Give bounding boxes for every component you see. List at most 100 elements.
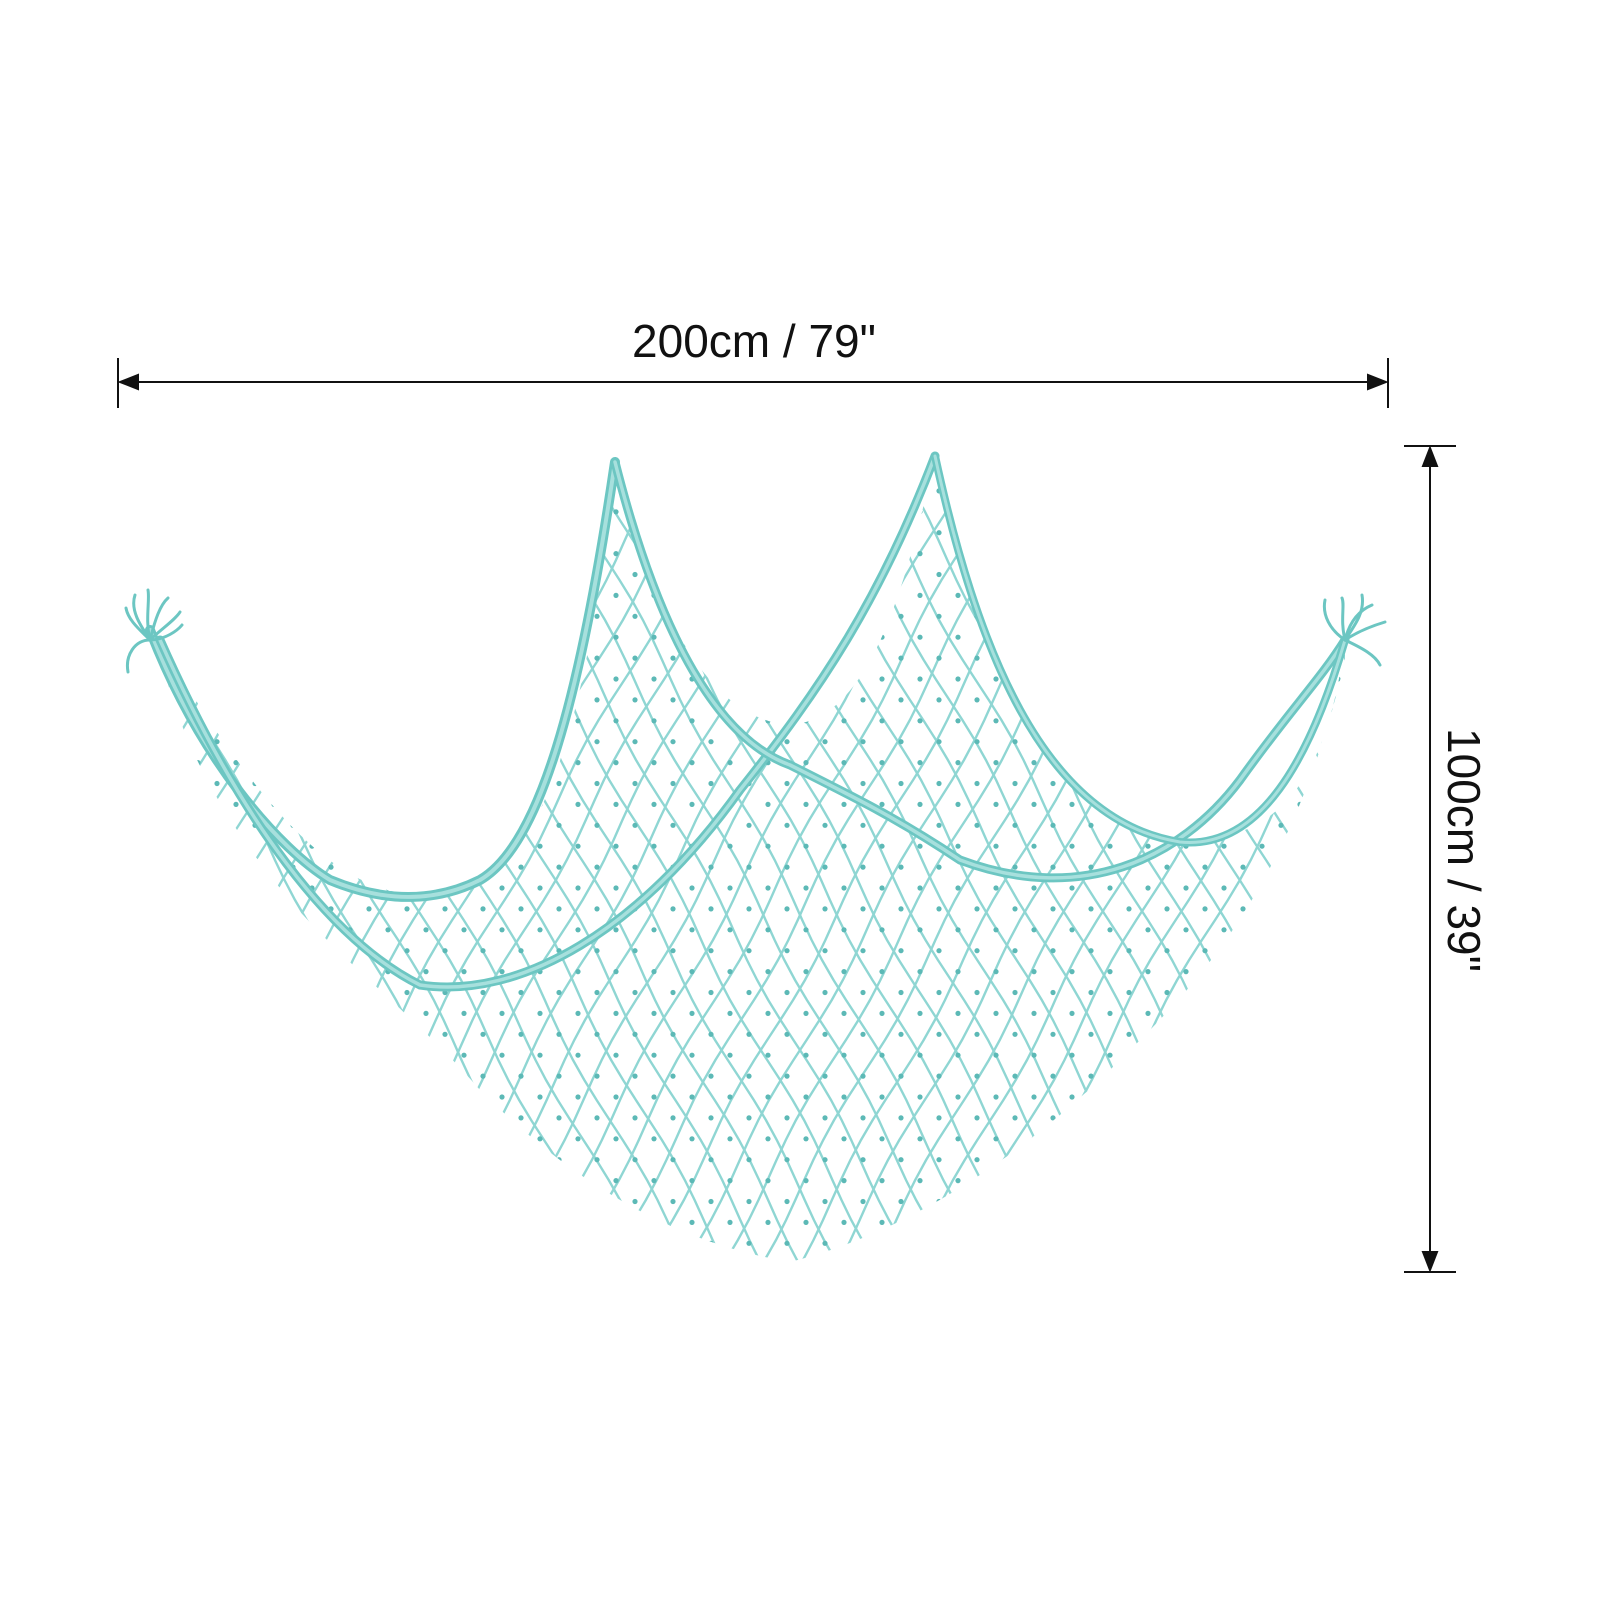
net-knot <box>936 1198 942 1205</box>
net-knot <box>765 509 771 515</box>
net-knot <box>1183 760 1189 766</box>
net-knot <box>651 1052 657 1058</box>
net-strand <box>0 400 136 1300</box>
net-knot <box>1278 906 1284 912</box>
net-knot <box>784 906 790 912</box>
net-knot <box>1278 1115 1284 1121</box>
net-knot <box>689 969 695 975</box>
net-knot <box>708 571 714 578</box>
net-knot <box>1164 1115 1170 1121</box>
net-knot <box>1145 885 1151 891</box>
net-knot <box>556 697 562 703</box>
net-knot <box>290 697 296 703</box>
net-knot <box>955 927 961 933</box>
net-knot <box>537 885 543 891</box>
net-knot <box>1316 906 1322 912</box>
net-knot <box>689 1010 695 1017</box>
net-knot <box>1354 1199 1359 1204</box>
net-knot <box>1316 948 1322 954</box>
net-knot <box>158 969 163 975</box>
net-knot <box>575 467 581 473</box>
net-knot <box>423 1010 429 1017</box>
net-knot <box>442 697 448 703</box>
net-knot <box>1259 718 1265 724</box>
net-knot <box>1145 1136 1151 1142</box>
net-knot <box>442 739 448 745</box>
net-knot <box>328 697 334 703</box>
net-knot <box>158 760 163 766</box>
net-knot <box>670 530 676 536</box>
net-knot <box>1259 592 1265 599</box>
net-knot <box>822 948 828 954</box>
net-knot <box>499 760 505 766</box>
net-knot <box>765 969 771 975</box>
net-knot <box>803 801 809 808</box>
net-knot <box>328 655 334 661</box>
net-knot <box>499 1178 505 1184</box>
net-knot <box>233 1010 239 1017</box>
net-knot <box>252 1198 258 1205</box>
net-knot <box>575 1219 581 1225</box>
net-knot <box>1031 551 1037 557</box>
net-knot <box>480 1240 486 1246</box>
net-knot <box>1164 530 1170 536</box>
net-knot <box>1126 780 1132 787</box>
net-knot <box>1069 1136 1075 1142</box>
net-knot <box>1335 718 1341 724</box>
net-knot <box>1050 780 1056 787</box>
net-knot <box>575 760 581 766</box>
net-knot <box>518 780 524 787</box>
net-knot <box>575 718 581 724</box>
net-knot <box>727 467 733 473</box>
net-knot <box>309 1010 315 1017</box>
net-knot <box>993 760 999 766</box>
net-knot <box>347 509 353 515</box>
net-knot <box>195 1178 201 1184</box>
net-knot <box>1259 885 1265 891</box>
net-knot <box>1278 989 1284 996</box>
net-knot <box>1240 1240 1246 1246</box>
net-knot <box>537 634 543 640</box>
net-strand <box>1541 400 1600 1300</box>
net-knot <box>1088 530 1094 536</box>
net-strand <box>158 455 627 1262</box>
net-knot <box>746 613 752 619</box>
net-knot <box>1031 1178 1037 1184</box>
net-knot <box>233 1136 239 1142</box>
net-knot <box>1012 906 1018 912</box>
net-knot <box>537 1178 543 1184</box>
net-knot <box>1012 613 1018 619</box>
net-knot <box>1278 613 1284 619</box>
net-knot <box>1107 1219 1113 1225</box>
net-knot <box>613 1136 619 1142</box>
net-knot <box>176 488 182 494</box>
net-knot <box>499 1094 505 1100</box>
net-knot <box>404 948 410 954</box>
net-knot <box>176 571 182 578</box>
net-knot <box>480 571 486 578</box>
net-knot <box>158 927 163 933</box>
net-knot <box>556 1240 562 1246</box>
net-knot <box>974 989 980 996</box>
net-knot <box>195 1136 201 1142</box>
net-knot <box>1240 906 1246 912</box>
net-strand <box>158 455 521 1262</box>
net-knot <box>480 739 486 745</box>
net-knot <box>765 551 771 557</box>
net-knot <box>1012 1115 1018 1121</box>
net-knot <box>784 989 790 996</box>
net-knot <box>1316 739 1322 745</box>
net-knot <box>537 1136 543 1142</box>
net-knot <box>385 467 391 473</box>
net-knot <box>594 1031 600 1037</box>
net-knot <box>328 989 334 996</box>
net-strand <box>395 455 896 1262</box>
net-knot <box>499 509 505 515</box>
net-knot <box>898 1031 904 1037</box>
net-knot <box>860 822 866 828</box>
net-knot <box>784 571 790 578</box>
net-knot <box>1050 1157 1056 1163</box>
net-knot <box>461 927 467 933</box>
net-knot <box>784 613 790 619</box>
net-knot <box>689 1219 695 1225</box>
